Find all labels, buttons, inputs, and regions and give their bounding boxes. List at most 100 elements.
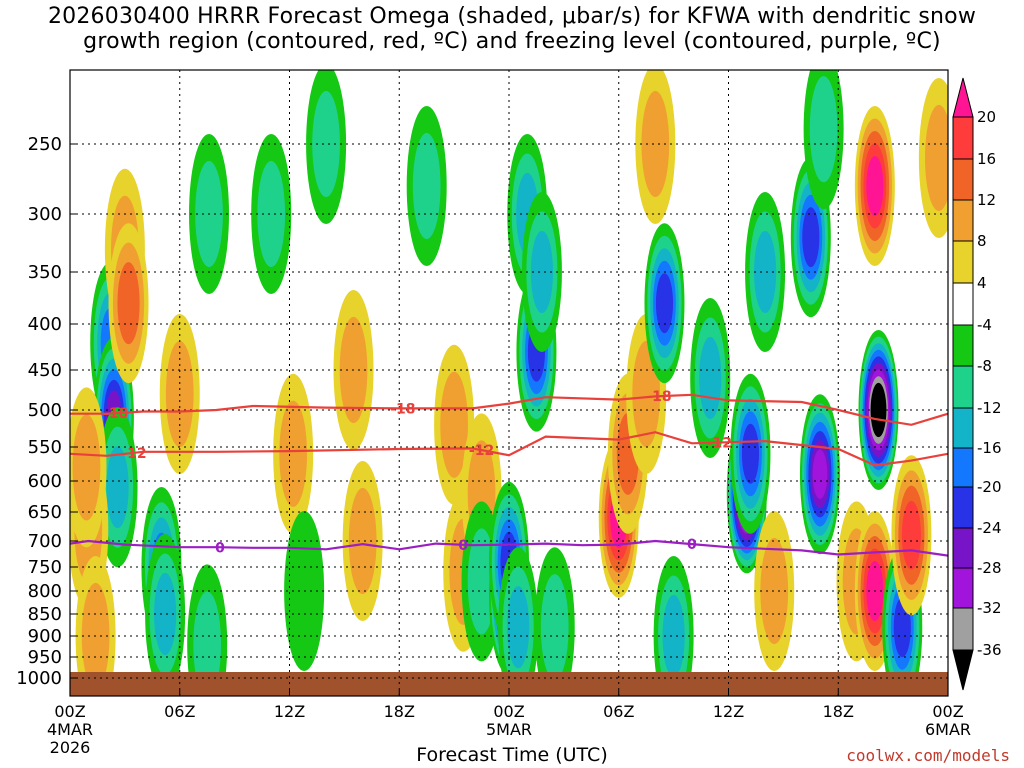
- omega-contour-fill: [812, 449, 828, 499]
- colorbar-tick-label: -28: [977, 559, 1002, 577]
- omega-cell: [690, 298, 731, 458]
- omega-contour-fill: [662, 594, 685, 678]
- contour-label: 0: [687, 537, 697, 553]
- omega-cell: [342, 461, 383, 621]
- omega-cell: [187, 564, 228, 696]
- contour-label: 0: [215, 540, 225, 556]
- chart-title: 2026030400 HRRR Forecast Omega (shaded, …: [0, 4, 1024, 54]
- y-tick-label: 950: [28, 647, 62, 668]
- omega-cell: [803, 70, 844, 210]
- y-tick-label: 800: [28, 581, 62, 602]
- y-tick-label: 500: [28, 400, 62, 421]
- omega-contour-fill: [655, 273, 674, 334]
- omega-contour-fill: [279, 400, 308, 507]
- x-tick-date: 4MAR: [47, 720, 93, 739]
- omega-cell: [891, 455, 932, 616]
- colorbar-tick-label: 4: [977, 274, 987, 292]
- colorbar-tick-label: -16: [977, 439, 1002, 457]
- chart-title-line1: 2026030400 HRRR Forecast Omega (shaded, …: [47, 4, 977, 29]
- omega-cell: [273, 373, 314, 534]
- omega-contour-fill: [760, 537, 789, 645]
- colorbar-tick-label: -8: [977, 357, 992, 375]
- omega-contour-fill: [154, 572, 177, 656]
- omega-contour-fill: [866, 156, 884, 216]
- y-tick-label: 900: [28, 626, 62, 647]
- credit-text[interactable]: coolwx.com/models: [846, 746, 1010, 765]
- dgz-contour: [70, 393, 948, 426]
- omega-contour-fill: [530, 230, 554, 314]
- omega-cell: [653, 556, 694, 696]
- colorbar-swatch: [952, 567, 974, 609]
- colorbar-tick-label: -24: [977, 519, 1002, 537]
- omega-cell: [498, 547, 539, 696]
- x-tick-label: 00Z: [54, 702, 85, 721]
- x-tick-date: 6MAR: [925, 720, 971, 739]
- plot-frame: [69, 69, 949, 697]
- omega-cell: [108, 223, 149, 384]
- x-tick-label: 00Z: [932, 702, 963, 721]
- contour-label: -18: [646, 389, 671, 405]
- colorbar-swatch: [952, 607, 974, 651]
- omega-contour-fill: [507, 586, 530, 669]
- omega-contour-fill: [753, 230, 777, 314]
- omega-contour-fill: [440, 371, 468, 478]
- omega-contour-fill: [312, 90, 340, 198]
- y-tick-label: 850: [28, 604, 62, 625]
- x-tick-label: 18Z: [823, 702, 854, 721]
- y-tick-label: 550: [28, 437, 62, 458]
- omega-contour-fill: [641, 90, 670, 198]
- omega-cell: [145, 534, 186, 694]
- x-tick-date: 5MAR: [486, 720, 532, 739]
- x-tick-label: 12Z: [274, 702, 305, 721]
- colorbar-tick-label: 16: [977, 150, 996, 168]
- omega-contour-fill: [72, 414, 101, 521]
- omega-contour-fill: [467, 528, 496, 635]
- colorbar-tick-label: 8: [977, 232, 987, 250]
- omega-contour-fill: [412, 132, 441, 240]
- omega-cell: [799, 394, 840, 555]
- omega-contour-fill: [699, 336, 722, 420]
- omega-contour-fill: [348, 487, 377, 595]
- x-tick-label: 12Z: [713, 702, 744, 721]
- y-tick-label: 600: [28, 471, 62, 492]
- y-tick-label: 650: [28, 502, 62, 523]
- omega-cell: [730, 373, 771, 534]
- omega-shading: [70, 70, 948, 696]
- colorbar-swatch: [952, 240, 974, 284]
- colorbar-tick-label: -12: [977, 399, 1002, 417]
- omega-cell: [534, 547, 575, 696]
- x-tick-label: 18Z: [384, 702, 415, 721]
- colorbar-swatch: [952, 324, 974, 367]
- y-tick-label: 350: [28, 262, 62, 283]
- x-tick-year: 2026: [50, 738, 91, 757]
- omega-cell: [251, 134, 292, 294]
- omega-cell: [635, 70, 676, 224]
- omega-contour-fill: [257, 160, 286, 268]
- colorbar-tick-label: -36: [977, 641, 1002, 659]
- y-tick-label: 700: [28, 531, 62, 552]
- omega-contour-fill: [809, 76, 838, 183]
- colorbar-swatch: [952, 199, 974, 242]
- colorbar-swatch: [952, 365, 974, 409]
- colorbar-swatch: [952, 447, 974, 488]
- omega-contour-fill: [117, 262, 140, 345]
- omega-contour-fill: [540, 574, 569, 681]
- y-axis: 2503003504004505005506006507007508008509…: [16, 134, 76, 689]
- colorbar-top-arrow: [952, 77, 974, 118]
- omega-contour-fill: [901, 500, 921, 570]
- colorbar-tick-label: 20: [977, 108, 996, 126]
- colorbar-swatch: [952, 116, 974, 160]
- omega-contour-fill: [193, 591, 222, 696]
- dgz-contour: [70, 431, 948, 467]
- y-tick-label: 250: [28, 134, 62, 155]
- omega-cell: [521, 192, 562, 352]
- colorbar-tick-label: -20: [977, 478, 1002, 496]
- omega-contour-fill: [741, 423, 760, 484]
- colorbar-swatch: [952, 527, 974, 569]
- colorbar-tick-label: 12: [977, 191, 996, 209]
- contour-label: -12: [121, 446, 146, 462]
- x-tick-label: 06Z: [164, 702, 195, 721]
- y-tick-label: 450: [28, 360, 62, 381]
